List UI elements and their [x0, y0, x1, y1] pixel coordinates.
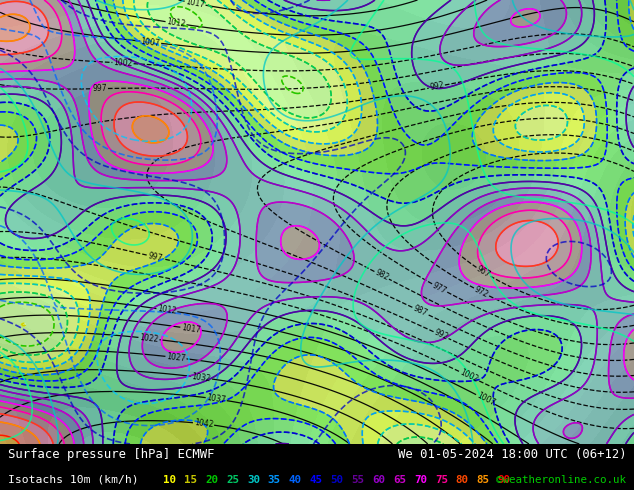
Text: 982: 982: [373, 268, 390, 283]
Text: 1037: 1037: [206, 393, 226, 405]
Text: 35: 35: [268, 475, 281, 485]
Text: 45: 45: [309, 475, 323, 485]
Text: 1007: 1007: [140, 37, 160, 48]
Text: 50: 50: [330, 475, 344, 485]
Text: 1017: 1017: [184, 0, 205, 9]
Text: 1002: 1002: [113, 58, 133, 68]
Text: 25: 25: [226, 475, 239, 485]
Text: 997: 997: [146, 251, 163, 263]
Text: 977: 977: [430, 280, 448, 295]
Text: 55: 55: [351, 475, 365, 485]
Text: 75: 75: [435, 475, 448, 485]
Text: Surface pressure [hPa] ECMWF: Surface pressure [hPa] ECMWF: [8, 448, 214, 462]
Text: 1032: 1032: [191, 372, 212, 383]
Text: ©weatheronline.co.uk: ©weatheronline.co.uk: [496, 475, 626, 485]
Text: 992: 992: [432, 328, 450, 342]
Text: 85: 85: [477, 475, 489, 485]
Text: 40: 40: [288, 475, 302, 485]
Text: 992: 992: [429, 81, 445, 93]
Text: 1012: 1012: [166, 17, 186, 29]
Text: 30: 30: [247, 475, 260, 485]
Text: 60: 60: [372, 475, 385, 485]
Text: 967: 967: [475, 264, 492, 280]
Text: 987: 987: [411, 304, 429, 318]
Text: 1027: 1027: [166, 352, 186, 363]
Text: 1017: 1017: [181, 323, 201, 335]
Text: 10: 10: [164, 475, 176, 485]
Text: 20: 20: [205, 475, 218, 485]
Text: 1022: 1022: [139, 333, 159, 344]
Text: 1002: 1002: [458, 368, 479, 384]
Text: 972: 972: [473, 285, 489, 299]
Text: We 01-05-2024 18:00 UTC (06+12): We 01-05-2024 18:00 UTC (06+12): [398, 448, 626, 462]
Text: 1042: 1042: [193, 418, 214, 429]
Text: 90: 90: [498, 475, 510, 485]
Text: 65: 65: [393, 475, 406, 485]
Text: 1012: 1012: [157, 304, 177, 316]
Text: 70: 70: [414, 475, 427, 485]
Text: 1007: 1007: [475, 391, 496, 408]
Text: 997: 997: [93, 84, 107, 93]
Text: 15: 15: [184, 475, 197, 485]
Text: 80: 80: [456, 475, 469, 485]
Text: Isotachs 10m (km/h): Isotachs 10m (km/h): [8, 475, 138, 485]
